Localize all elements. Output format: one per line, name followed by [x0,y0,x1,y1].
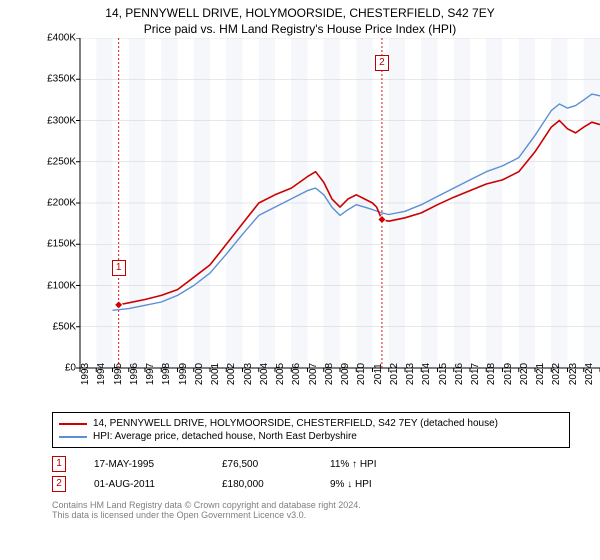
x-tick-label: 2017 [470,363,481,385]
x-tick-label: 1994 [96,363,107,385]
x-tick-label: 1998 [161,363,172,385]
legend-swatch [59,436,87,438]
legend-item: 14, PENNYWELL DRIVE, HOLYMOORSIDE, CHEST… [59,417,563,430]
x-tick-label: 2018 [486,363,497,385]
x-tick-label: 2022 [551,363,562,385]
x-tick-label: 1999 [178,363,189,385]
legend-item: HPI: Average price, detached house, Nort… [59,430,563,443]
title-subtitle: Price paid vs. HM Land Registry's House … [4,22,596,36]
x-tick-label: 2012 [389,363,400,385]
sale-marker-box: 2 [375,55,389,71]
sale-marker-badge: 2 [52,476,66,492]
y-tick-label: £350K [47,74,76,85]
x-tick-label: 2008 [324,363,335,385]
x-tick-label: 1996 [129,363,140,385]
x-tick-label: 2019 [503,363,514,385]
sale-price: £76,500 [222,459,302,470]
x-tick-label: 2015 [438,363,449,385]
y-tick-label: £250K [47,156,76,167]
attribution-line: This data is licensed under the Open Gov… [52,510,570,520]
legend-label: 14, PENNYWELL DRIVE, HOLYMOORSIDE, CHEST… [93,418,498,429]
y-tick-label: £50K [53,321,76,332]
x-tick-label: 2021 [535,363,546,385]
x-tick-label: 2020 [519,363,530,385]
x-tick-label: 1995 [113,363,124,385]
sale-row: 1 17-MAY-1995 £76,500 11% ↑ HPI [52,454,570,474]
attribution: Contains HM Land Registry data © Crown c… [52,500,570,520]
x-tick-label: 2024 [584,363,595,385]
title-address: 14, PENNYWELL DRIVE, HOLYMOORSIDE, CHEST… [4,6,596,20]
x-tick-label: 2014 [421,363,432,385]
x-tick-label: 2005 [275,363,286,385]
sale-delta: 9% ↓ HPI [330,479,420,490]
x-tick-label: 2013 [405,363,416,385]
sale-marker-box: 1 [112,260,126,276]
plot-svg [40,38,600,408]
x-tick-label: 2016 [454,363,465,385]
x-tick-label: 2011 [373,363,384,385]
x-tick-label: 2007 [308,363,319,385]
sale-row: 2 01-AUG-2011 £180,000 9% ↓ HPI [52,474,570,494]
chart-titles: 14, PENNYWELL DRIVE, HOLYMOORSIDE, CHEST… [0,0,600,38]
sale-date: 17-MAY-1995 [94,459,194,470]
legend-label: HPI: Average price, detached house, Nort… [93,431,357,442]
sale-marker-badge: 1 [52,456,66,472]
x-tick-label: 2010 [356,363,367,385]
legend: 14, PENNYWELL DRIVE, HOLYMOORSIDE, CHEST… [52,412,570,448]
y-tick-label: £100K [47,280,76,291]
x-tick-label: 2003 [243,363,254,385]
sale-delta: 11% ↑ HPI [330,459,420,470]
y-tick-label: £300K [47,115,76,126]
y-tick-label: £150K [47,239,76,250]
sales-list: 1 17-MAY-1995 £76,500 11% ↑ HPI 2 01-AUG… [52,454,570,494]
y-tick-label: £200K [47,198,76,209]
chart-container: 14, PENNYWELL DRIVE, HOLYMOORSIDE, CHEST… [0,0,600,520]
legend-swatch [59,423,87,425]
attribution-line: Contains HM Land Registry data © Crown c… [52,500,570,510]
x-tick-label: 2006 [291,363,302,385]
x-tick-label: 2009 [340,363,351,385]
x-tick-label: 2000 [194,363,205,385]
x-tick-label: 2001 [210,363,221,385]
x-tick-label: 2004 [259,363,270,385]
x-tick-label: 1993 [80,363,91,385]
x-tick-label: 2023 [568,363,579,385]
y-tick-label: £0 [65,363,76,374]
y-tick-label: £400K [47,33,76,44]
sale-price: £180,000 [222,479,302,490]
plot-area: £0£50K£100K£150K£200K£250K£300K£350K£400… [40,38,600,408]
sale-date: 01-AUG-2011 [94,479,194,490]
x-tick-label: 2002 [226,363,237,385]
x-tick-label: 1997 [145,363,156,385]
